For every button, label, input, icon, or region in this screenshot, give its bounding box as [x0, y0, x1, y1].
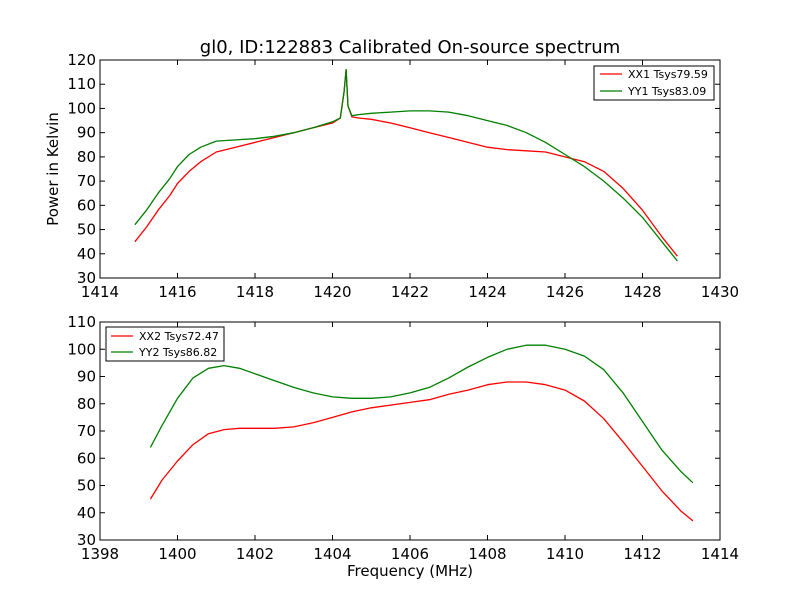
y-tick-label: 100: [67, 340, 96, 358]
y-tick-label: 70: [77, 422, 96, 440]
x-tick-label: 1414: [701, 545, 739, 563]
top-panel: 1414 1416 1418 1420 1422 1424 1426 1428 1430 30 40…: [44, 51, 739, 301]
y-tick-label: 30: [77, 531, 96, 549]
x-tick-label: 1402: [236, 545, 274, 563]
y-tick-label: 110: [67, 313, 96, 331]
bottom-series-group: [149, 344, 694, 522]
y-tick-label: 60: [77, 449, 96, 467]
y-tick-label: 90: [77, 124, 96, 142]
legend-label-yy1: YY1 Tsys83.09: [627, 85, 706, 98]
legend-label-yy2: YY2 Tsys86.82: [138, 346, 217, 359]
top-series-group: [134, 69, 678, 262]
bottom-legend: XX2 Tsys72.47 YY2 Tsys86.82: [105, 326, 225, 362]
chart-title: gl0, ID:122883 Calibrated On-source spec…: [200, 37, 620, 58]
x-tick-label: 1410: [546, 545, 584, 563]
y-tick-label: 80: [77, 148, 96, 166]
bottom-ticks: 1398 1400 1402 1404 1406 1408 1410 1412 1414 30 40…: [67, 313, 739, 563]
x-tick-label: 1406: [391, 545, 429, 563]
series-line-yy2: [149, 344, 694, 484]
x-tick-label: 1398: [81, 545, 119, 563]
y-tick-label: 100: [67, 99, 96, 117]
x-tick-label: 1422: [391, 283, 429, 301]
y-tick-label: 40: [77, 504, 96, 522]
y-tick-label: 30: [77, 269, 96, 287]
x-tick-label: 1426: [546, 283, 584, 301]
x-tick-label: 1420: [313, 283, 351, 301]
x-axis-label: Frequency (MHz): [347, 562, 473, 580]
x-tick-label: 1412: [623, 545, 661, 563]
y-tick-label: 50: [77, 221, 96, 239]
top-y-axis-label: Power in Kelvin: [44, 112, 62, 226]
y-tick-label: 60: [77, 196, 96, 214]
y-tick-label: 80: [77, 395, 96, 413]
series-line-xx2: [149, 381, 694, 522]
series-line-yy1: [134, 69, 678, 262]
top-legend: XX1 Tsys79.59 YY1 Tsys83.09: [593, 65, 715, 101]
y-tick-label: 120: [67, 51, 96, 69]
x-tick-label: 1416: [158, 283, 196, 301]
x-tick-label: 1418: [236, 283, 274, 301]
top-legend-box: [593, 65, 715, 101]
y-tick-label: 50: [77, 477, 96, 495]
y-tick-label: 40: [77, 245, 96, 263]
series-line-xx1: [134, 69, 678, 257]
bottom-panel: 1398 1400 1402 1404 1406 1408 1410 1412 1414 30 40…: [67, 313, 739, 580]
legend-label-xx2: XX2 Tsys72.47: [139, 330, 219, 343]
x-tick-label: 1424: [468, 283, 506, 301]
x-tick-label: 1400: [158, 545, 196, 563]
x-tick-label: 1414: [81, 283, 119, 301]
x-tick-label: 1430: [701, 283, 739, 301]
x-tick-label: 1404: [313, 545, 351, 563]
legend-label-xx1: XX1 Tsys79.59: [628, 68, 708, 81]
bottom-legend-box: [105, 326, 225, 362]
y-tick-label: 110: [67, 75, 96, 93]
x-tick-label: 1428: [623, 283, 661, 301]
top-ticks: 1414 1416 1418 1420 1422 1424 1426 1428 1430 30 40…: [67, 51, 739, 301]
x-tick-label: 1408: [468, 545, 506, 563]
y-tick-label: 90: [77, 368, 96, 386]
y-tick-label: 70: [77, 172, 96, 190]
